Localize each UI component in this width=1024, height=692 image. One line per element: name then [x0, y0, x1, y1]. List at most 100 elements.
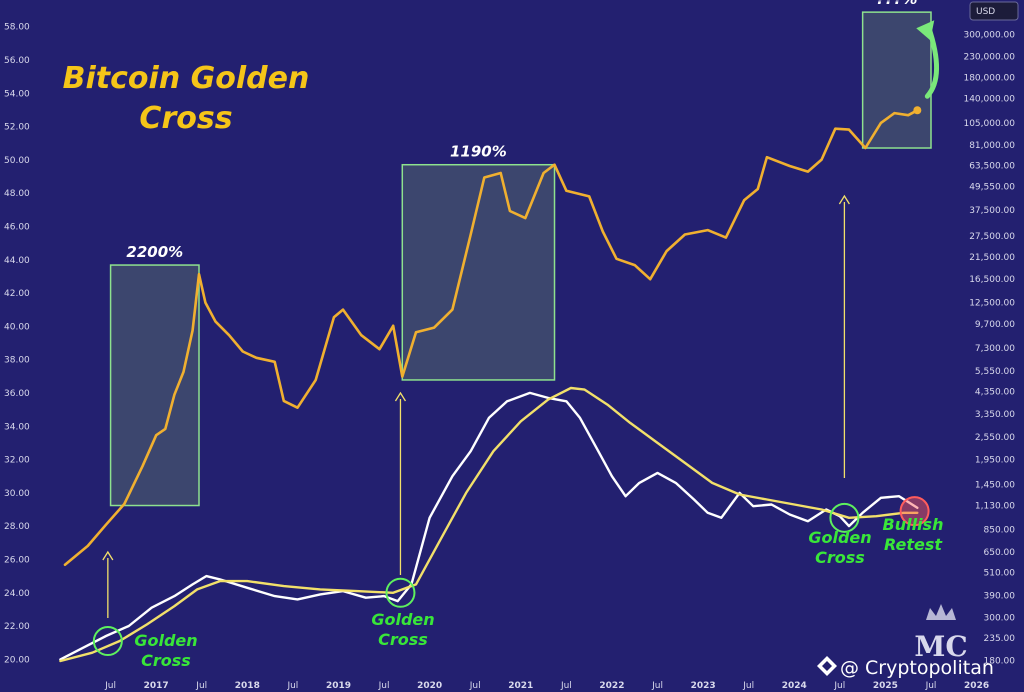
left-tick-label: 44.00 [4, 256, 30, 266]
left-tick-label: 20.00 [4, 655, 30, 665]
left-tick-label: 46.00 [4, 222, 30, 232]
watermark-text: @ Cryptopolitan [840, 657, 994, 679]
pointer-arrowhead [838, 194, 850, 205]
left-tick-label: 50.00 [4, 156, 30, 166]
right-tick-label: 9,700.00 [975, 320, 1015, 330]
x-tick-label: Jul [469, 681, 481, 691]
currency-badge-label: USD [976, 7, 995, 17]
right-tick-label: 650.00 [984, 548, 1016, 558]
series-line [63, 109, 919, 567]
x-tick-label: 2026 [964, 681, 989, 691]
left-tick-label: 32.00 [4, 456, 30, 466]
x-tick-label: 2017 [144, 681, 169, 691]
right-tick-label: 2,550.00 [975, 433, 1015, 443]
right-tick-label: 37,500.00 [969, 206, 1015, 216]
pointer-arrowhead [394, 391, 407, 402]
right-tick-label: 12,500.00 [969, 299, 1015, 309]
right-tick-label: 3,350.00 [975, 410, 1015, 420]
x-tick-label: Jul [651, 681, 663, 691]
currency-badge[interactable]: USD [969, 1, 1019, 21]
highlight-box-label: 2200% [126, 243, 183, 261]
series-line [59, 386, 919, 663]
upward-arrowhead-icon [916, 20, 935, 41]
x-tick-label: 2019 [326, 681, 351, 691]
highlight-box [109, 264, 200, 507]
logo-text: MC [914, 630, 967, 663]
chart-title-line-2: Cross [139, 101, 232, 136]
x-tick-label: 2023 [691, 681, 716, 691]
right-tick-label: 49,550.00 [969, 182, 1015, 192]
annotation-label: Golden [808, 528, 871, 547]
left-tick-label: 54.00 [4, 89, 30, 99]
annotation-circle [899, 496, 930, 527]
annotation-label: Golden [371, 610, 434, 629]
annotation-circle [92, 626, 123, 657]
x-tick-label: Jul [833, 681, 845, 691]
pointer-arrowhead [102, 550, 114, 561]
right-tick-label: 510.00 [984, 569, 1016, 579]
right-tick-label: 81,000.00 [969, 141, 1015, 151]
right-tick-label: 105,000.00 [963, 119, 1015, 129]
right-tick-label: 21,500.00 [969, 253, 1015, 263]
left-tick-label: 48.00 [4, 189, 30, 199]
annotation-circle [829, 502, 860, 533]
left-tick-label: 28.00 [4, 522, 30, 532]
x-tick-label: Jul [195, 681, 207, 691]
annotations: GoldenCrossGoldenCrossGoldenCrossBullish… [92, 194, 944, 670]
right-tick-label: 235.00 [984, 634, 1016, 644]
left-tick-label: 22.00 [4, 622, 30, 632]
left-tick-label: 34.00 [4, 422, 30, 432]
right-tick-label: 140,000.00 [963, 95, 1015, 105]
left-tick-label: 42.00 [4, 289, 30, 299]
left-tick-label: 52.00 [4, 123, 30, 133]
x-tick-label: Jul [742, 681, 754, 691]
annotation-label: Bullish [883, 515, 944, 534]
x-tick-label: Jul [378, 681, 390, 691]
left-tick-label: 26.00 [4, 555, 30, 565]
x-tick-label: Jul [104, 681, 116, 691]
right-tick-label: 1,950.00 [975, 455, 1015, 465]
annotation-label: Retest [884, 535, 943, 554]
left-tick-label: 58.00 [4, 23, 30, 33]
annotation-circle [385, 577, 416, 608]
chart-title-line-1: Bitcoin Golden [63, 61, 310, 96]
crown-icon [926, 604, 956, 620]
x-tick-label: 2021 [508, 681, 533, 691]
right-tick-label: 300.00 [984, 613, 1016, 623]
right-tick-label: 27,500.00 [969, 232, 1015, 242]
left-tick-label: 56.00 [4, 56, 30, 66]
x-tick-label: 2018 [235, 681, 260, 691]
left-tick-label: 24.00 [4, 589, 30, 599]
mc-logo: MC [914, 604, 968, 663]
annotation-label: Cross [141, 651, 191, 670]
chart-title: Bitcoin Golden Cross [63, 61, 310, 136]
x-tick-label: 2025 [873, 681, 898, 691]
left-tick-label: 30.00 [4, 489, 30, 499]
right-tick-label: 7,300.00 [975, 344, 1015, 354]
right-tick-label: 180,000.00 [963, 73, 1015, 83]
right-tick-label: 1,450.00 [975, 480, 1015, 490]
axes-group: 58.00 56.00 54.00 52.00 50.00 48.00 46.00 44.00… [4, 23, 1015, 691]
series-lines [59, 20, 940, 663]
right-tick-label: 16,500.00 [969, 275, 1015, 285]
right-tick-label: 390.00 [984, 591, 1016, 601]
x-tick-label: 2024 [782, 681, 807, 691]
x-tick-label: 2022 [599, 681, 624, 691]
left-tick-label: 36.00 [4, 389, 30, 399]
right-tick-label: 180.00 [984, 657, 1016, 667]
highlight-box-label: ???% [876, 0, 917, 8]
x-tick-label: Jul [925, 681, 937, 691]
right-tick-label: 5,550.00 [975, 367, 1015, 377]
right-tick-label: 63,500.00 [969, 161, 1015, 171]
right-tick-label: 1,130.00 [975, 502, 1015, 512]
price-end-dot [913, 106, 922, 115]
series-line [59, 391, 919, 661]
x-tick-label: 2020 [417, 681, 442, 691]
right-tick-label: 4,350.00 [975, 388, 1015, 398]
annotation-label: Golden [134, 631, 197, 650]
highlight-box-label: 1190% [450, 143, 507, 161]
annotation-label: Cross [815, 548, 865, 567]
left-tick-label: 38.00 [4, 356, 30, 366]
right-tick-label: 230,000.00 [963, 53, 1015, 63]
